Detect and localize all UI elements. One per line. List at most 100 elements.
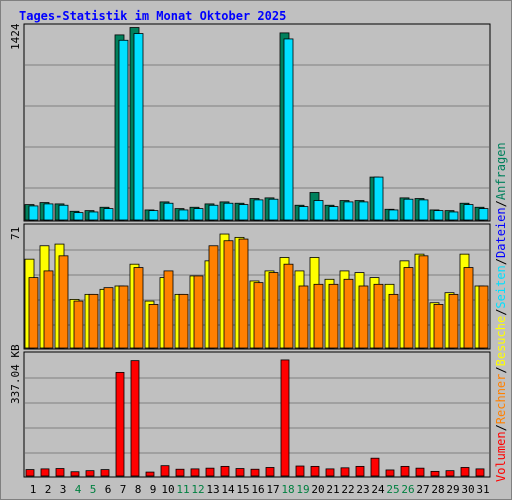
x-tick-label: 6 — [105, 483, 112, 496]
x-tick-label: 4 — [75, 483, 82, 496]
volumen-bar — [355, 465, 365, 477]
legend-entry: / — [494, 424, 508, 431]
volumen-bar — [25, 469, 35, 477]
x-tick-label: 10 — [161, 483, 174, 496]
volumen-bar — [205, 467, 215, 477]
x-tick-label: 25 — [386, 483, 399, 496]
rechner-bar — [58, 255, 69, 349]
rechner-bar — [373, 283, 384, 349]
x-tick-label: 18 — [281, 483, 294, 496]
x-tick-label: 16 — [251, 483, 264, 496]
volumen-bar — [445, 470, 455, 477]
dateien-bar — [208, 204, 219, 221]
volumen-bar — [235, 468, 245, 477]
volumen-bar — [475, 468, 485, 477]
dateien-bar — [478, 208, 489, 221]
volumen-bar — [40, 468, 50, 477]
middle-ymax-label: 71 — [9, 227, 22, 240]
rechner-bar — [403, 267, 414, 349]
volumen-bar — [220, 465, 230, 477]
dateien-bar — [463, 204, 474, 221]
rechner-bar — [43, 270, 54, 349]
legend-entry: Seiten — [494, 265, 508, 308]
rechner-bar — [343, 278, 354, 349]
x-tick-label: 17 — [266, 483, 279, 496]
rechner-bar — [208, 245, 219, 349]
dateien-bar — [133, 33, 144, 221]
dateien-bar — [148, 210, 159, 221]
volumen-bar — [130, 360, 140, 477]
rechner-bar — [193, 275, 204, 349]
chart-title: Tages-Statistik im Monat Oktober 2025 — [19, 9, 286, 23]
dateien-bar — [238, 204, 249, 221]
x-tick-label: 3 — [60, 483, 67, 496]
dateien-bar — [448, 211, 459, 221]
rechner-bar — [73, 300, 84, 349]
volumen-bar — [175, 468, 185, 477]
dateien-bar — [43, 203, 54, 221]
x-tick-label: 11 — [176, 483, 189, 496]
rechner-bar — [298, 285, 309, 349]
dateien-bar — [418, 199, 429, 221]
rechner-bar — [328, 283, 339, 349]
dateien-bar — [388, 209, 399, 221]
legend-entry: / — [494, 309, 508, 316]
x-tick-label: 8 — [135, 483, 142, 496]
x-tick-label: 29 — [446, 483, 459, 496]
x-tick-label: 13 — [206, 483, 219, 496]
x-tick-label: 21 — [326, 483, 339, 496]
dateien-bar — [313, 200, 324, 221]
bottom-ymax-label: 337.04 KB — [9, 344, 22, 404]
volumen-bar — [460, 467, 470, 477]
dateien-bar — [298, 206, 309, 221]
x-tick-label: 27 — [416, 483, 429, 496]
legend-entry: / — [494, 258, 508, 265]
rechner-bar — [388, 293, 399, 349]
volumen-bar — [340, 467, 350, 477]
volumen-bar — [385, 469, 395, 477]
dateien-bar — [193, 208, 204, 221]
x-tick-label: 5 — [90, 483, 97, 496]
x-tick-label: 7 — [120, 483, 127, 496]
volumen-bar — [160, 465, 170, 477]
dateien-bar — [268, 198, 279, 221]
rechner-bar — [433, 304, 444, 349]
rechner-bar — [88, 293, 99, 349]
rechner-bar — [253, 282, 264, 349]
dateien-bar — [283, 38, 294, 221]
bottom-plot-area — [23, 351, 491, 478]
x-tick-label: 23 — [356, 483, 369, 496]
volumen-bar — [370, 457, 380, 477]
rechner-bar — [223, 240, 234, 349]
legend-entry: / — [494, 200, 508, 207]
x-tick-label: 22 — [341, 483, 354, 496]
volumen-bar — [115, 371, 125, 477]
volumen-bar — [280, 359, 290, 477]
dateien-bar — [223, 202, 234, 221]
volumen-bar — [295, 465, 305, 477]
volumen-bar — [190, 468, 200, 477]
volumen-bar — [100, 469, 110, 477]
rechner-bar — [448, 293, 459, 349]
x-tick-label: 26 — [401, 483, 414, 496]
x-tick-label: 24 — [371, 483, 385, 496]
dateien-bar — [103, 208, 114, 221]
dateien-bar — [163, 202, 174, 221]
dateien-bar — [118, 39, 129, 221]
x-tick-label: 31 — [476, 483, 489, 496]
dateien-bar — [373, 176, 384, 221]
dateien-bar — [403, 198, 414, 221]
dateien-bar — [358, 201, 369, 221]
dateien-bar — [73, 212, 84, 221]
volumen-bar — [325, 468, 335, 477]
top-plot-area — [23, 23, 491, 222]
legend-entry: Volumen — [494, 431, 508, 482]
volumen-bar — [415, 467, 425, 477]
bars — [24, 27, 489, 477]
volumen-bar — [400, 465, 410, 477]
rechner-bar — [103, 287, 114, 349]
x-tick-label: 1 — [30, 483, 37, 496]
rechner-bar — [463, 267, 474, 349]
x-tick-label: 28 — [431, 483, 444, 496]
